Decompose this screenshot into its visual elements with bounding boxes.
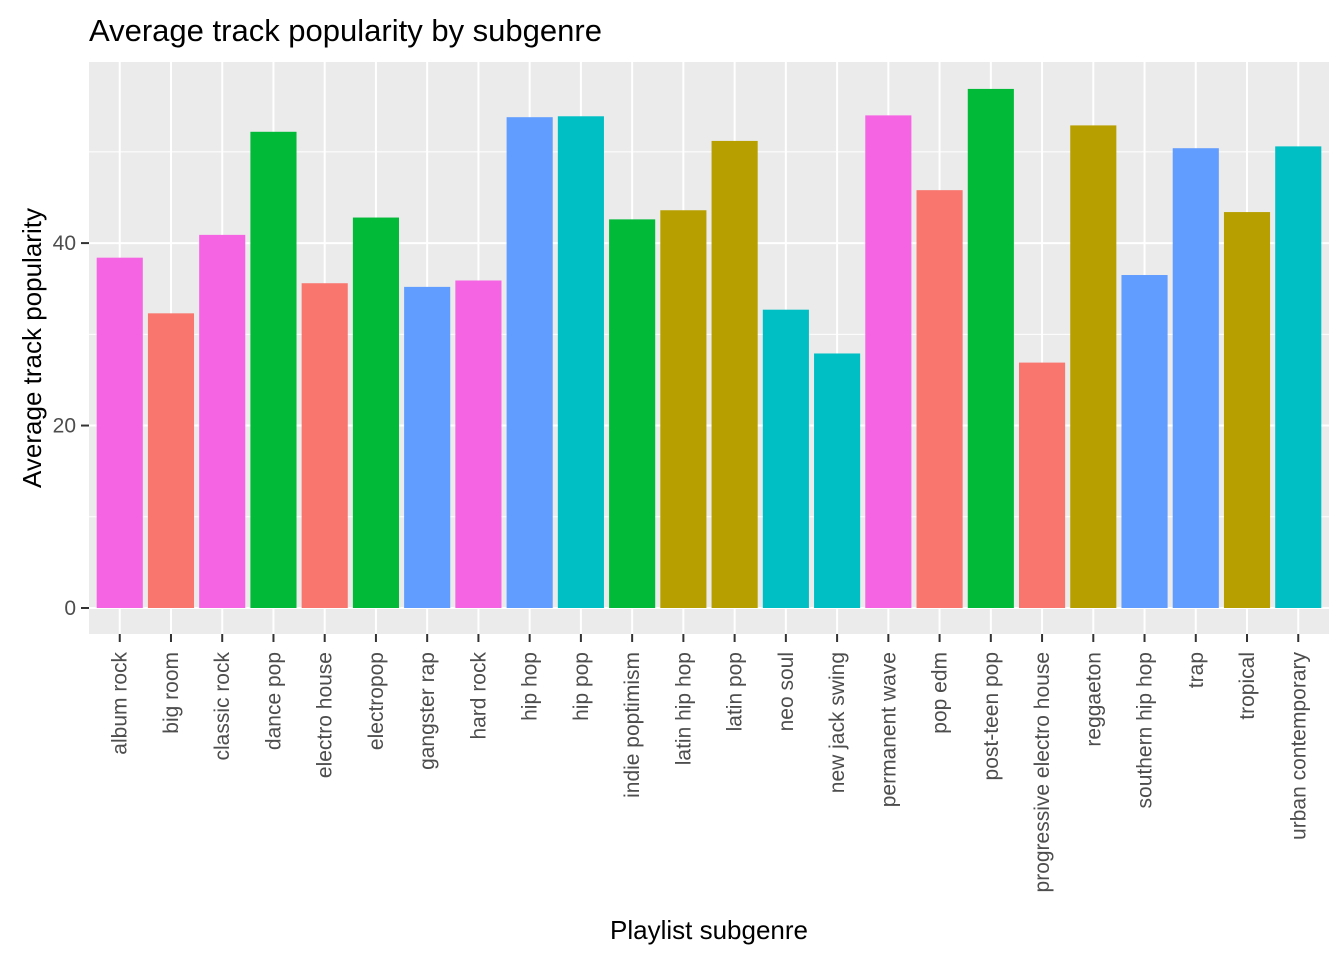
x-tick-label-8: hip hop [519,652,542,721]
y-tick-label-1: 20 [53,415,76,438]
x-tick-label-22: tropical [1236,652,1259,720]
bar-hip-hop [506,117,553,608]
x-tick-label-1: big room [160,652,183,734]
x-tick-label-4: electro house [314,652,337,778]
x-tick-label-0: album rock [109,652,132,755]
x-tick-label-6: gangster rap [416,652,439,770]
bar-indie-poptimism [609,219,656,609]
x-axis: album rock big room classic rock dance pop e… [109,634,1310,892]
bar-progressive-electro-house [1019,362,1066,608]
x-tick-label-20: southern hip hop [1134,652,1157,808]
x-tick-label-13: neo soul [775,652,798,731]
bar-new-jack-swing [814,353,861,608]
x-tick-label-2: classic rock [211,652,234,761]
y-axis: 0 20 40 [53,232,89,620]
bar-reggaeton [1070,125,1117,609]
x-tick-label-7: hard rock [467,652,490,740]
bar-neo-soul [762,309,809,608]
bar-big-room [147,313,195,608]
x-tick-label-21: trap [1185,652,1208,688]
bar-electropop [352,217,399,608]
y-tick-label-2: 40 [53,232,76,255]
x-tick-label-16: pop edm [929,652,952,734]
bar-post-teen-pop [967,88,1014,608]
y-tick-label-0: 0 [64,597,76,620]
bar-tropical [1223,212,1271,608]
y-axis-title: Average track popularity [17,208,47,488]
x-tick-label-17: post-teen pop [980,652,1003,780]
x-tick-label-10: indie poptimism [621,652,644,798]
bar-latin-pop [711,140,758,608]
bar-permanent-wave [865,115,912,609]
x-tick-label-18: progressive electro house [1031,652,1054,892]
bars [96,88,1322,609]
x-tick-label-12: latin pop [724,652,747,731]
x-tick-label-19: reggaeton [1082,652,1105,747]
bar-southern-hip-hop [1121,275,1168,608]
bar-album-rock [96,257,143,608]
bar-hip-pop [557,116,604,608]
bar-hard-rock [455,280,502,608]
bar-gangster-rap [404,286,451,608]
x-tick-label-14: new jack swing [826,652,849,793]
bar-latin-hip-hop [660,210,707,609]
bar-dance-pop [250,131,297,608]
x-axis-title: Playlist subgenre [610,915,808,945]
x-tick-label-15: permanent wave [877,652,900,807]
bar-classic-rock [199,234,246,608]
bar-trap [1172,148,1219,609]
bar-urban-contemporary [1275,146,1322,608]
chart-title: Average track popularity by subgenre [89,13,602,48]
x-tick-label-9: hip pop [570,652,593,721]
x-tick-label-23: urban contemporary [1287,652,1310,840]
x-tick-label-11: latin hip hop [672,652,695,765]
bar-electro-house [301,283,348,608]
bar-pop-edm [916,190,963,608]
x-tick-label-3: dance pop [262,652,285,750]
x-tick-label-5: electropop [365,652,388,750]
